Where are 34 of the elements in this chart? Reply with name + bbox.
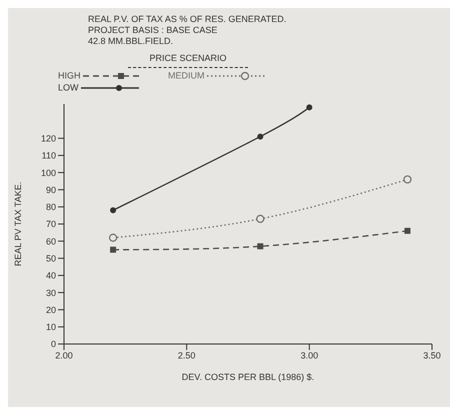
x-axis-title: DEV. COSTS PER BBL (1986) $. [182,372,314,382]
y-tick-label: 80 [46,202,56,212]
y-tick-label: 100 [40,168,56,178]
y-tick-label: 40 [46,270,56,281]
point [403,175,412,184]
point [256,214,264,223]
y-tick-label: 0 [50,339,56,350]
text: MEDIUM [168,70,204,80]
y-axis-title: REAL PV TAX TAKE. [13,182,24,266]
y-tick-label: 60 [46,236,56,246]
y-tick-label: 20 [46,304,56,315]
x-tick-label: 2.00 [55,350,73,360]
y-tick-label: 110 [42,150,56,161]
y-tick-label: 70 [46,219,56,230]
y-tick-label: 30 [46,288,56,298]
point [404,228,410,234]
y-tick-label: 120 [40,133,56,144]
x-tick-label: 3.00 [300,350,318,360]
point [257,134,264,140]
chart-subtitle: PROJECT BASIS : BASE CASE 42.8 MM.BBL.FIELD. [88,25,218,47]
point [257,243,264,250]
point [306,104,312,110]
chart-title: REAL P.V. OF TAX AS % OF RES. GENERATED. [88,14,288,25]
point [110,207,116,214]
y-tick-label: 10 [46,322,56,332]
y-tick-label: 90 [46,184,56,195]
text: HIGH [58,70,80,80]
x-tick-label: 3.50 [423,350,441,360]
point [108,234,118,242]
y-tick-label: 50 [46,253,56,264]
legend-title: PRICE SCENARIO [148,53,228,65]
point [110,246,116,253]
text: LOW [58,82,79,92]
x-tick-label: 2.50 [178,350,196,360]
